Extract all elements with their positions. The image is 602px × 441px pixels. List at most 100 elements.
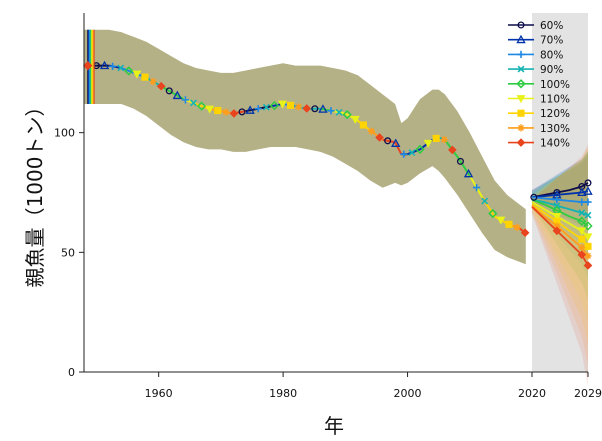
- legend-marker-120%: [517, 109, 525, 117]
- history-point: [415, 144, 425, 155]
- history-point: [391, 138, 401, 147]
- projection-line-100%: [531, 198, 589, 227]
- projection-point-70%: [577, 187, 587, 197]
- x-tick-label: 1960: [145, 387, 173, 400]
- history-point: [463, 168, 474, 178]
- history-point: [513, 223, 521, 232]
- history-point: [440, 136, 448, 144]
- history-point: [222, 108, 230, 116]
- legend-marker-130%: [517, 124, 525, 132]
- projection-point-110%: [583, 233, 593, 242]
- history-point: [196, 101, 207, 111]
- history-point: [254, 105, 262, 113]
- projection-point-120%: [578, 235, 586, 243]
- projection-point-110%: [552, 213, 562, 222]
- history-point: [245, 105, 255, 114]
- projection-point-60%: [584, 179, 592, 187]
- projection-line-60%: [531, 182, 589, 199]
- history-point: [342, 109, 352, 120]
- history-point: [229, 109, 239, 118]
- projection-point-130%: [578, 243, 586, 252]
- history-point: [400, 150, 408, 158]
- confidence-band: [84, 29, 526, 265]
- legend-marker-110%: [516, 95, 526, 104]
- history-point: [423, 139, 433, 148]
- projection-point-100%: [577, 216, 587, 226]
- history-point: [384, 137, 392, 145]
- history-segment: [170, 91, 185, 101]
- history-point: [117, 64, 125, 72]
- history-point: [165, 87, 173, 95]
- x-axis-title: 年: [324, 414, 344, 438]
- history-point: [359, 121, 367, 129]
- history-point: [488, 208, 498, 219]
- projection-point-130%: [584, 252, 592, 260]
- history-point: [335, 108, 343, 116]
- x-tick-label: 2020: [518, 387, 546, 400]
- start-point: [83, 60, 93, 71]
- x-tick-label: 1980: [269, 387, 297, 400]
- legend-marker-90%: [517, 65, 525, 73]
- projection-start-point: [530, 193, 538, 201]
- x-tick-label: 2000: [394, 387, 422, 400]
- history-point: [318, 104, 328, 113]
- history-point: [448, 145, 457, 155]
- history-point: [99, 60, 110, 70]
- legend-label-70%: 70%: [540, 35, 563, 47]
- plot-area: [83, 13, 593, 387]
- history-point: [149, 77, 157, 86]
- history-point: [496, 216, 506, 225]
- history-point: [481, 197, 489, 205]
- projection-point-80%: [584, 198, 592, 206]
- history-point: [214, 106, 222, 115]
- legend-marker-60%: [517, 21, 525, 29]
- projection-point-120%: [584, 242, 592, 250]
- y-tick-label: 0: [68, 366, 75, 379]
- projection-point-140%: [552, 226, 562, 236]
- projection-point-70%: [583, 186, 593, 195]
- history-point: [408, 149, 416, 156]
- history-point: [172, 90, 183, 100]
- legend-label-120%: 120%: [540, 108, 570, 120]
- history-point: [287, 101, 295, 109]
- history-point: [132, 70, 142, 79]
- history-point: [311, 105, 319, 113]
- history-point: [473, 183, 481, 192]
- history-point: [141, 73, 149, 81]
- history-point: [295, 103, 303, 111]
- history-point: [109, 62, 117, 70]
- y-tick-label: 50: [61, 246, 75, 259]
- x-tick-label: 2029: [574, 387, 602, 400]
- projection-point-140%: [583, 261, 593, 270]
- projection-point-90%: [578, 209, 586, 217]
- legend-label-90%: 90%: [540, 64, 563, 76]
- history-point: [456, 157, 464, 165]
- legend-label-80%: 80%: [540, 49, 563, 61]
- history-point: [181, 96, 190, 104]
- legend-marker-80%: [517, 50, 525, 58]
- projection-line-70%: [531, 190, 589, 199]
- history-segment: [195, 103, 209, 110]
- history-point: [327, 107, 335, 115]
- legend-marker-100%: [516, 79, 526, 89]
- history-point: [262, 103, 270, 111]
- history-point: [505, 220, 513, 228]
- projection-point-80%: [553, 196, 561, 204]
- y-axis-title: 親魚量（1000トン）: [23, 97, 47, 288]
- projection-point-110%: [577, 227, 587, 236]
- projection-band-120%: [532, 148, 588, 345]
- projection-point-140%: [577, 250, 587, 260]
- legend-label-110%: 110%: [540, 94, 570, 106]
- projection-point-80%: [578, 198, 586, 206]
- history-segment: [394, 141, 403, 155]
- projection-point-100%: [583, 221, 593, 231]
- projection-point-90%: [553, 202, 561, 210]
- legend-label-100%: 100%: [540, 79, 570, 91]
- history-point: [238, 108, 246, 116]
- legend-label-130%: 130%: [540, 123, 570, 135]
- legend-marker-70%: [516, 34, 526, 44]
- history-point: [269, 100, 280, 111]
- history-point: [367, 127, 376, 135]
- projection-band-60%: [532, 154, 588, 212]
- projection-band-80%: [532, 150, 588, 254]
